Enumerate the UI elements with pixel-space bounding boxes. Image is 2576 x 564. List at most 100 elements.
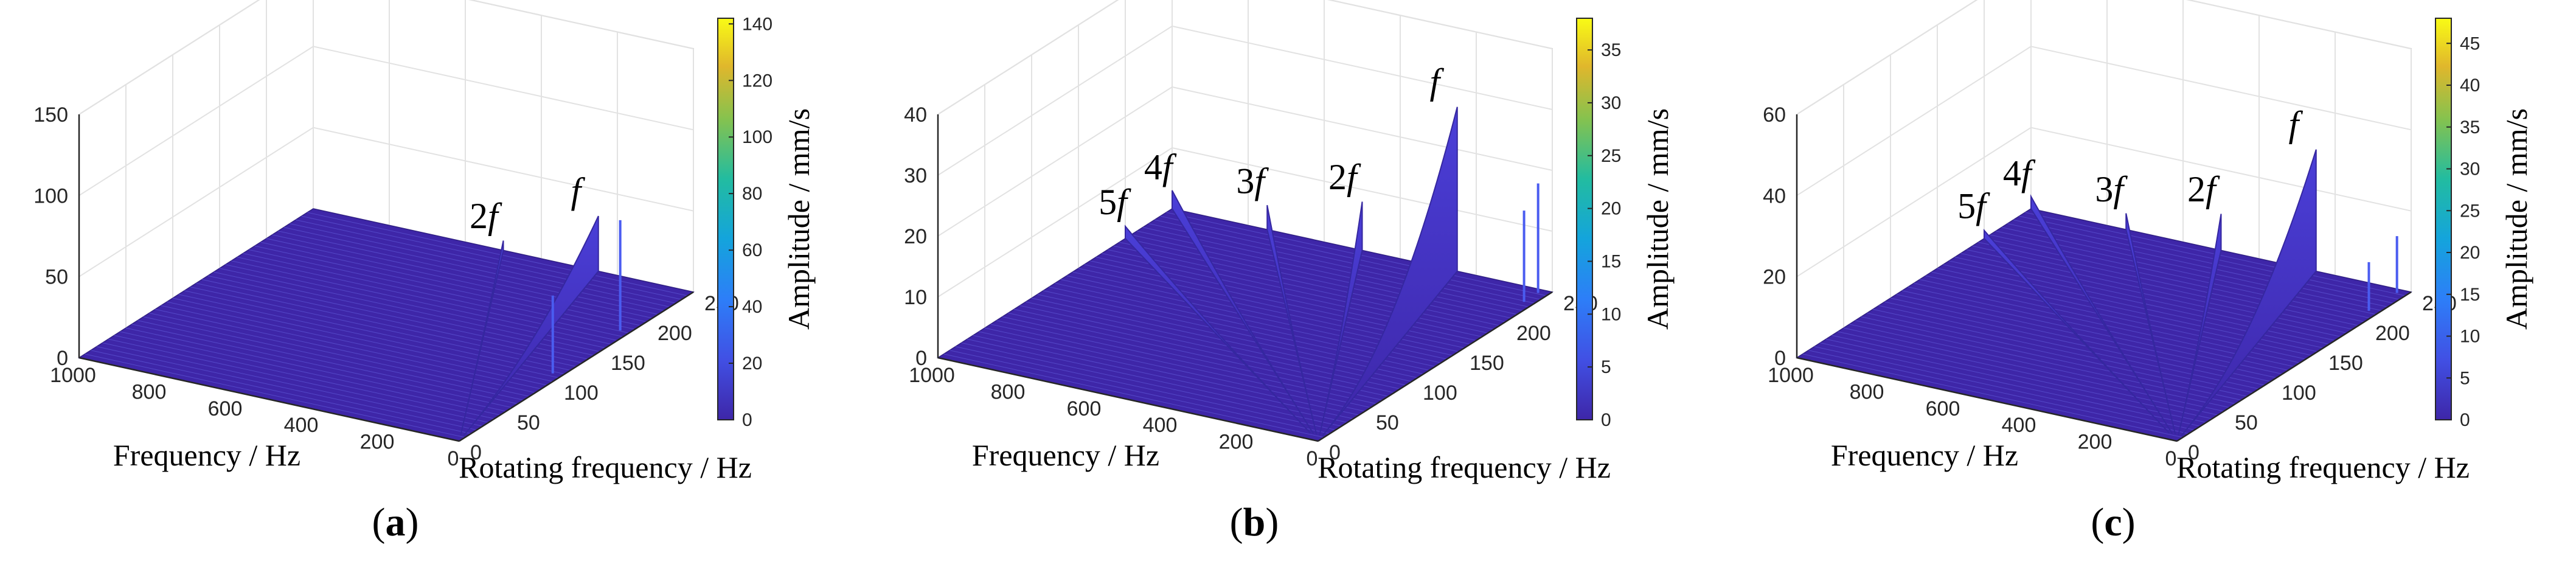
colorbar-tick-label: 20	[742, 353, 762, 374]
x-tick-label: 600	[1067, 397, 1102, 420]
surface-mesh-line	[1967, 249, 2347, 333]
colorbar	[1576, 18, 1593, 420]
y-tick-label: 200	[2375, 322, 2410, 345]
x-tick-label: 400	[1143, 414, 1178, 437]
x-axis-line	[78, 357, 460, 442]
surface-mesh-line	[85, 353, 465, 438]
colorbar-tick-label: 10	[1601, 304, 1621, 324]
x-tick-label: 200	[360, 431, 395, 454]
colorbar-tick-label: 0	[1601, 410, 1611, 430]
surface-mesh-line	[1908, 287, 2288, 371]
x-tick-label: 400	[284, 414, 319, 437]
surface-mesh-line	[120, 331, 501, 416]
x-tick-label: 1000	[50, 364, 96, 387]
panel-label: (b)	[1230, 500, 1279, 545]
surface-mesh-line	[1843, 327, 2224, 412]
surface-mesh-line	[961, 343, 1342, 426]
surface-mesh-line	[2001, 227, 2382, 312]
surface-mesh-line	[1026, 301, 1406, 386]
harmonic-annotation: 4f	[2003, 153, 2036, 193]
surface-mesh-line	[184, 290, 565, 375]
x-tick-label: 1000	[1768, 364, 1814, 387]
surface-mesh-line	[2019, 215, 2400, 300]
harmonic-annotation: f	[1430, 61, 1445, 102]
y-axis-label: Rotating frequency / Hz	[2176, 450, 2470, 484]
annotation-multiplier: 3	[1236, 161, 1254, 201]
surface-mesh-line	[155, 308, 536, 393]
surface-mesh-line	[91, 350, 471, 434]
surface-mesh-line	[1861, 316, 2241, 401]
x-tick-label: 200	[2078, 431, 2113, 454]
surface-mesh-line	[1984, 238, 2365, 322]
annotation-multiplier: 5	[1099, 182, 1117, 222]
colorbar-tick-label: 45	[2460, 33, 2480, 54]
surface-mesh-line	[202, 279, 583, 363]
surface-mesh-line	[161, 305, 541, 389]
surface-mesh-line	[1873, 308, 2254, 393]
annotation-f: f	[2289, 104, 2303, 144]
harmonic-ridge-1f	[463, 215, 599, 436]
colorbar-label: Amplitude / mm/s	[1640, 108, 1675, 330]
surface-mesh-line	[190, 287, 571, 371]
y-tick-label: 100	[564, 381, 599, 405]
surface-mesh-line	[243, 253, 623, 337]
paren: )	[1265, 500, 1279, 545]
surface-mesh-line	[1867, 313, 2248, 397]
harmonic-annotation: 4f	[1144, 147, 1177, 187]
y-tick-label: 100	[2282, 381, 2316, 405]
colorbar-tick-label: 0	[742, 410, 752, 430]
colorbar-tick-label: 0	[2460, 410, 2470, 430]
surface-mesh-line	[1855, 320, 2236, 405]
annotation-f: f	[488, 196, 502, 236]
harmonic-ridge-2f	[2178, 214, 2222, 436]
annotation-multiplier: 2	[1328, 157, 1347, 197]
harmonic-ridge-2f	[460, 240, 504, 436]
x-tick-label: 1000	[909, 364, 955, 387]
colorbar-tick-label: 140	[742, 14, 772, 34]
surface-mesh-line	[979, 331, 1359, 416]
annotation-f: f	[2021, 153, 2036, 193]
surface-mesh-line	[996, 320, 1377, 405]
harmonic-ridge-1f	[1322, 106, 1458, 436]
annotation-f: f	[1117, 182, 1131, 222]
surface-mesh-line	[290, 223, 670, 307]
surface-mesh-line	[967, 338, 1348, 423]
surface-mesh-line	[1820, 343, 2201, 426]
surface-mesh-line	[143, 316, 524, 401]
harmonic-annotation: f	[2289, 104, 2303, 144]
harmonic-ridge-1f	[2181, 149, 2317, 436]
surface-mesh-line	[178, 294, 559, 378]
x-axis-line	[937, 357, 1319, 442]
chart-panel-1: 1000800600400200005010015020025005010015…	[33, 0, 816, 545]
surface-mesh-line	[1826, 338, 2207, 423]
surface-mesh-line	[1884, 301, 2265, 386]
colorbar-tick-label: 25	[1601, 146, 1621, 166]
x-tick-label: 0	[2165, 447, 2177, 470]
harmonic-annotation: 5f	[1099, 182, 1131, 222]
surface-mesh-line	[131, 324, 512, 408]
colorbar-tick-label: 25	[2460, 201, 2480, 221]
surface-mesh-line	[973, 335, 1353, 419]
surface-mesh-line	[1019, 305, 1400, 389]
surface-mesh-line	[1160, 215, 1541, 300]
annotation-multiplier: 5	[1957, 186, 1976, 226]
colorbar-label: Amplitude / mm/s	[2499, 108, 2533, 330]
annotation-f: f	[1162, 147, 1177, 187]
surface-mesh-line	[1142, 227, 1523, 312]
surface-mesh-line	[2007, 223, 2388, 307]
surface-mesh-line	[950, 350, 1330, 434]
surface-mesh-line	[196, 283, 577, 367]
x-axis-label: Frequency / Hz	[1831, 438, 2018, 472]
surface-mesh-line	[1102, 253, 1482, 337]
z-tick-label: 100	[33, 184, 68, 207]
colorbar-tick-label: 35	[2460, 117, 2480, 138]
y-tick-label: 150	[611, 352, 645, 375]
surface-mesh-line	[1131, 234, 1512, 319]
annotation-f: f	[1347, 157, 1361, 197]
x-axis-label: Frequency / Hz	[972, 438, 1159, 472]
surface-mesh-line	[266, 238, 647, 322]
paren: )	[2122, 500, 2136, 545]
surface-mesh-line	[1154, 219, 1535, 304]
surface-mesh-line	[1838, 331, 2218, 416]
z-tick-label: 50	[45, 266, 68, 289]
